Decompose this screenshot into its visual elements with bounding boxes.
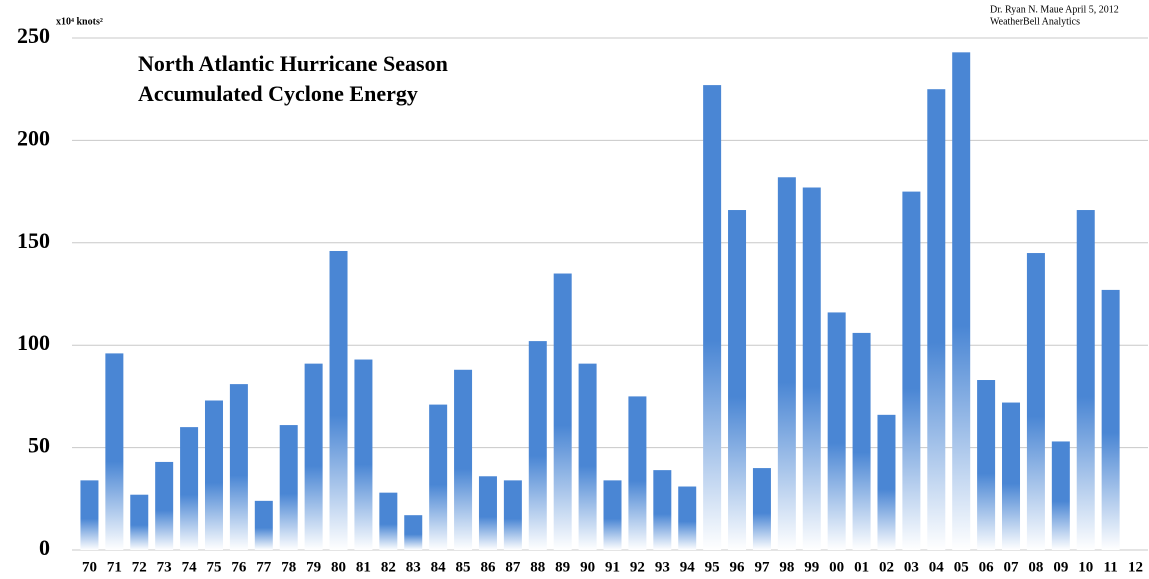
x-tick-label: 06 <box>979 559 995 575</box>
bar <box>204 400 223 550</box>
bar <box>503 480 522 550</box>
bar <box>977 380 996 550</box>
bar <box>653 470 672 550</box>
bar <box>777 177 796 550</box>
bar <box>528 341 547 550</box>
y-tick-label: 250 <box>17 23 50 48</box>
bar <box>752 468 771 550</box>
bar <box>827 312 846 550</box>
bar <box>105 353 124 550</box>
bar <box>1026 253 1045 551</box>
x-tick-label: 97 <box>754 559 770 575</box>
x-tick-label: 78 <box>281 559 296 575</box>
x-tick-label: 98 <box>779 559 794 575</box>
bar <box>703 85 722 550</box>
x-tick-label: 87 <box>505 559 521 575</box>
x-tick-label: 93 <box>655 559 670 575</box>
bar <box>229 384 248 550</box>
bar <box>952 52 971 550</box>
chart-title: North Atlantic Hurricane Season <box>138 51 448 76</box>
bar <box>553 273 572 550</box>
x-tick-label: 11 <box>1104 559 1118 575</box>
x-tick-label: 09 <box>1053 559 1068 575</box>
y-tick-label: 50 <box>28 433 50 458</box>
x-tick-label: 83 <box>406 559 421 575</box>
bar <box>329 250 348 550</box>
x-tick-label: 12 <box>1128 559 1143 575</box>
bar <box>429 404 448 550</box>
x-tick-label: 88 <box>530 559 545 575</box>
bar <box>304 363 323 550</box>
bar <box>130 494 149 550</box>
x-tick-label: 08 <box>1028 559 1043 575</box>
bar <box>1051 441 1070 550</box>
x-tick-label: 82 <box>381 559 396 575</box>
bar <box>1101 289 1120 550</box>
credit: Dr. Ryan N. Maue April 5, 2012 <box>990 4 1119 15</box>
bar <box>802 187 821 550</box>
x-tick-label: 04 <box>929 559 945 575</box>
x-tick-label: 07 <box>1004 559 1020 575</box>
bar <box>852 332 871 550</box>
bar <box>80 480 99 550</box>
bar <box>354 359 373 550</box>
bar <box>877 414 896 550</box>
bar <box>603 480 622 550</box>
bar <box>927 89 946 550</box>
x-tick-label: 81 <box>356 559 371 575</box>
x-tick-label: 03 <box>904 559 919 575</box>
x-tick-label: 79 <box>306 559 321 575</box>
x-tick-label: 05 <box>954 559 969 575</box>
x-tick-label: 85 <box>456 559 471 575</box>
x-tick-label: 96 <box>730 559 746 575</box>
x-tick-label: 77 <box>256 559 272 575</box>
x-tick-label: 72 <box>132 559 147 575</box>
credit: WeatherBell Analytics <box>990 16 1080 27</box>
bar <box>454 369 473 550</box>
x-tick-label: 10 <box>1078 559 1093 575</box>
bar <box>254 500 273 550</box>
x-tick-label: 86 <box>480 559 496 575</box>
bar <box>728 210 747 551</box>
bar <box>155 461 174 550</box>
y-axis-unit: x10⁴ knots² <box>56 16 103 27</box>
bar <box>478 476 497 550</box>
bar <box>379 492 398 550</box>
x-tick-label: 92 <box>630 559 645 575</box>
y-tick-label: 200 <box>17 125 50 150</box>
bar <box>404 515 423 550</box>
x-tick-label: 01 <box>854 559 869 575</box>
bar <box>1076 210 1095 551</box>
y-tick-label: 150 <box>17 228 50 253</box>
bar <box>180 427 199 550</box>
x-tick-label: 76 <box>231 559 247 575</box>
x-tick-label: 84 <box>431 559 447 575</box>
chart-subtitle: Accumulated Cyclone Energy <box>138 81 418 106</box>
x-tick-label: 94 <box>680 559 696 575</box>
x-tick-label: 75 <box>206 559 221 575</box>
x-tick-label: 70 <box>82 559 97 575</box>
x-tick-label: 95 <box>705 559 720 575</box>
x-tick-label: 74 <box>182 559 198 575</box>
y-tick-label: 100 <box>17 330 50 355</box>
y-tick-label: 0 <box>39 535 50 560</box>
x-tick-label: 90 <box>580 559 595 575</box>
x-tick-label: 89 <box>555 559 570 575</box>
x-tick-label: 91 <box>605 559 620 575</box>
bar <box>628 396 647 550</box>
x-tick-label: 73 <box>157 559 172 575</box>
x-tick-label: 00 <box>829 559 844 575</box>
bar <box>1002 402 1021 550</box>
bar <box>902 191 921 550</box>
x-tick-label: 99 <box>804 559 819 575</box>
x-tick-label: 80 <box>331 559 346 575</box>
bar <box>279 425 298 550</box>
bar <box>578 363 597 550</box>
x-tick-label: 71 <box>107 559 122 575</box>
bar <box>678 486 697 550</box>
x-tick-label: 02 <box>879 559 894 575</box>
